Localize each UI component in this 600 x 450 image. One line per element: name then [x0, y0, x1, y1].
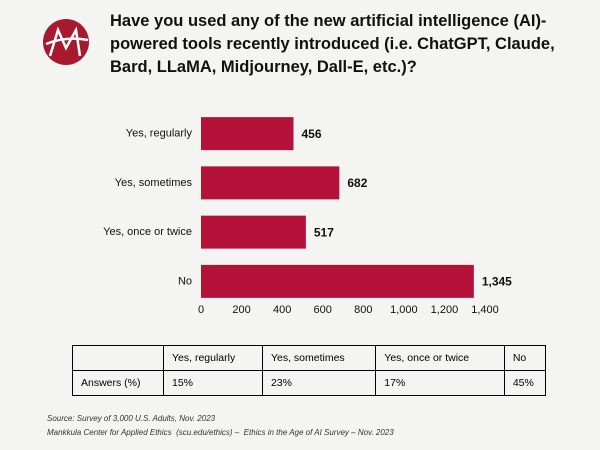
table-cell: 15%: [163, 370, 263, 396]
source-note: Source: Survey of 3,000 U.S. Adults, Nov…: [47, 414, 216, 423]
value-label: 682: [347, 176, 367, 190]
bar: [201, 264, 474, 298]
logo: [43, 19, 89, 65]
bar: [201, 117, 294, 151]
chart: 0 200 400 600 800 1,000 1,200 1,400 Yes, regular…: [43, 19, 512, 316]
table-header-cell: Yes, regularly: [163, 345, 263, 371]
y-tick-label: Yes, once or twice: [103, 226, 192, 238]
table-cell: 23%: [261, 370, 377, 396]
value-label: 517: [314, 225, 334, 239]
x-tick-label: 0: [198, 304, 204, 316]
x-tick-label: 1,000: [390, 304, 418, 316]
table-header-cell: Yes, once or twice: [375, 345, 505, 371]
x-tick-label: 200: [232, 304, 250, 316]
value-label: 456: [302, 127, 322, 141]
x-tick-label: 600: [314, 304, 332, 316]
table-cell: 45%: [503, 370, 547, 396]
x-tick-label: 400: [273, 304, 291, 316]
x-tick-label: 800: [354, 304, 372, 316]
y-tick-label: No: [178, 275, 192, 287]
bar: [201, 215, 306, 249]
x-tick-label: 1,200: [431, 304, 459, 316]
x-tick-label: 1,400: [471, 304, 499, 316]
table-header-cell: No: [503, 345, 547, 371]
table-cell: [72, 345, 164, 371]
credit-note: Mankkula Center for Applied Ethics (scu.…: [47, 428, 394, 437]
table-cell: Answers (%): [72, 370, 164, 396]
table-row: Answers (%) 15% 23% 17% 45%: [72, 370, 547, 396]
table-cell: 17%: [375, 370, 505, 396]
table-header-cell: Yes, sometimes: [261, 345, 377, 371]
y-tick-label: Yes, sometimes: [115, 177, 193, 189]
bar: [201, 166, 340, 200]
y-tick-label: Yes, regularly: [126, 128, 193, 140]
value-label: 1,345: [482, 275, 512, 289]
table-header: Yes, regularly Yes, sometimes Yes, once …: [72, 345, 547, 371]
data-table: Yes, regularly Yes, sometimes Yes, once …: [72, 345, 547, 396]
chart-title: Have you used any of the new artificial …: [110, 12, 555, 76]
